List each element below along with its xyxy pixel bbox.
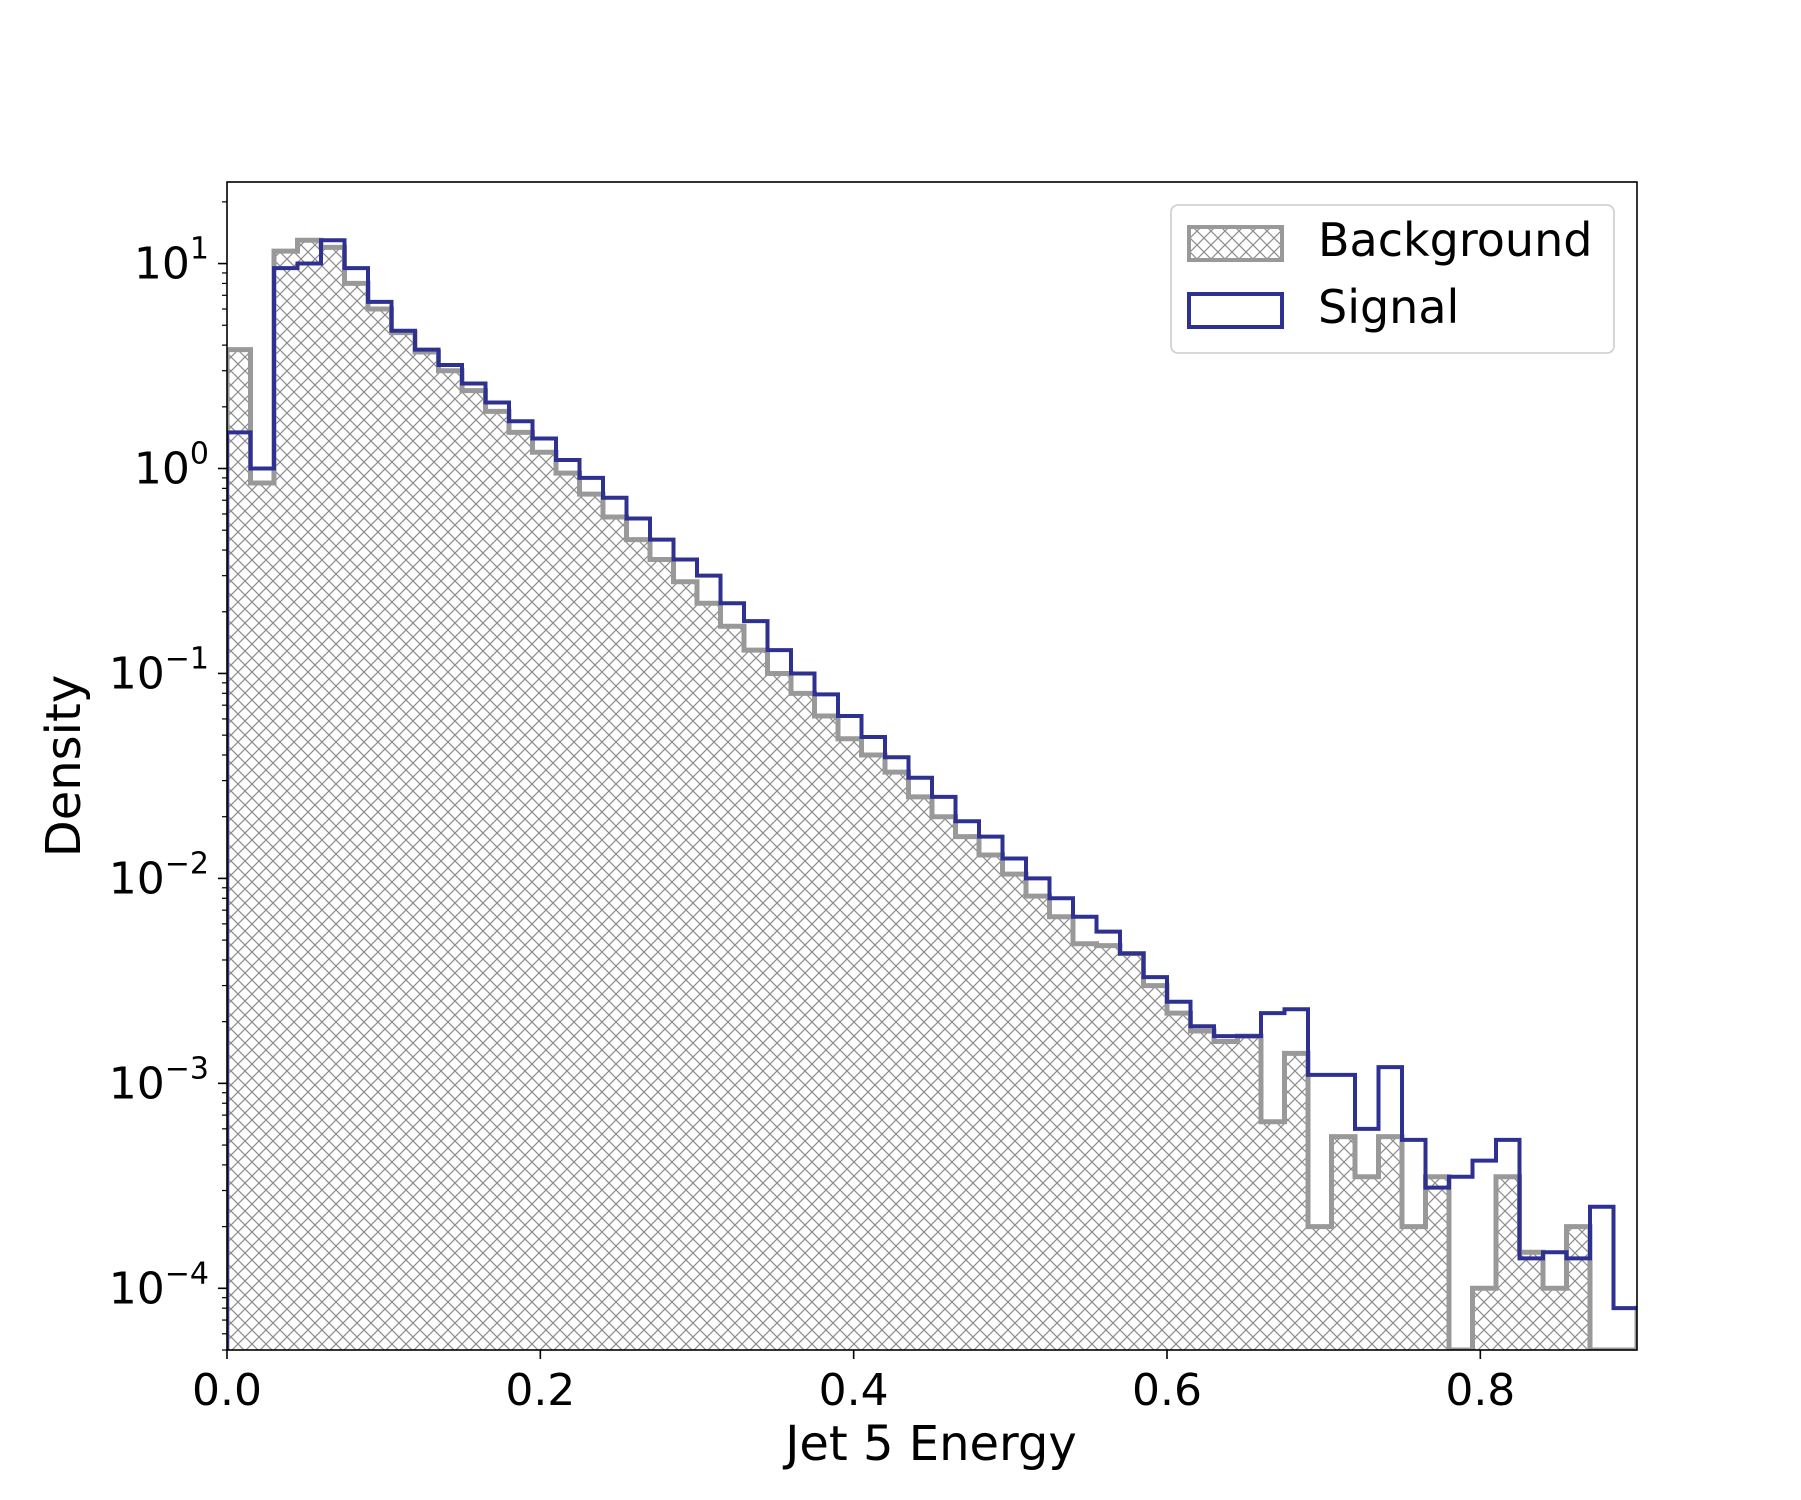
- axis-ticks: 0.0 0.2 0.4 0.6 0.8 10−4 10−3 10−2 10−1 100 101: [109, 201, 1515, 1416]
- legend-swatch-signal: [1187, 292, 1284, 329]
- background-bar: [626, 539, 650, 1350]
- background-outline: [227, 237, 1637, 1350]
- background-bar: [932, 816, 956, 1350]
- background-bar: [650, 559, 674, 1350]
- background-bar: [250, 482, 274, 1350]
- background-bar: [1167, 1013, 1191, 1350]
- background-bar: [1120, 953, 1144, 1350]
- background-bar: [767, 673, 791, 1350]
- legend-label-background: Background: [1318, 213, 1592, 267]
- x-tick-label: 0.0: [192, 1365, 262, 1416]
- background-bar: [1049, 916, 1073, 1350]
- y-tick-label: 10−1: [109, 641, 209, 699]
- signal-series: [227, 238, 1637, 1350]
- background-bar: [1543, 1288, 1567, 1350]
- background-bar: [1284, 1053, 1308, 1350]
- background-bar: [1684, 1308, 1708, 1350]
- background-bar: [509, 432, 533, 1350]
- y-tick-label: 100: [134, 437, 209, 495]
- background-bar: [1378, 1136, 1402, 1350]
- background-bar: [391, 332, 415, 1350]
- background-bar: [415, 352, 439, 1350]
- background-bar: [1143, 985, 1167, 1350]
- y-tick-label: 101: [134, 232, 209, 290]
- background-bar: [344, 283, 368, 1350]
- background-bar: [297, 240, 321, 1350]
- y-axis-label: Density: [36, 675, 92, 857]
- background-bar: [1331, 1136, 1355, 1350]
- background-bar: [1519, 1252, 1543, 1350]
- x-tick-label: 0.4: [819, 1365, 889, 1416]
- signal-outline: [227, 238, 1637, 1350]
- background-bar: [1237, 1036, 1261, 1350]
- x-tick-label: 0.8: [1445, 1365, 1515, 1416]
- background-bar: [321, 247, 345, 1350]
- background-bar: [1425, 1176, 1449, 1350]
- background-bar: [697, 603, 721, 1350]
- background-bar: [1472, 1288, 1496, 1350]
- background-bar: [791, 693, 815, 1350]
- background-bar: [1402, 1226, 1426, 1350]
- background-bar: [955, 836, 979, 1350]
- background-series: [227, 237, 1779, 1350]
- background-bar: [1308, 1226, 1332, 1350]
- background-bar: [1496, 1176, 1520, 1350]
- y-tick-label: 10−3: [109, 1051, 209, 1109]
- background-bar: [1190, 1031, 1214, 1350]
- background-bar: [720, 626, 744, 1350]
- background-bar: [885, 772, 909, 1350]
- y-tick-label: 10−4: [109, 1256, 209, 1314]
- y-tick-label: 10−2: [109, 846, 209, 904]
- background-bar: [368, 309, 392, 1350]
- background-bar: [861, 755, 885, 1350]
- background-bar: [438, 370, 462, 1350]
- background-bar: [1261, 1121, 1285, 1350]
- x-tick-label: 0.6: [1132, 1365, 1202, 1416]
- background-bar: [1355, 1176, 1379, 1350]
- background-bar: [227, 349, 251, 1350]
- x-tick-label: 0.2: [505, 1365, 575, 1416]
- background-bar: [1073, 943, 1097, 1350]
- background-bar: [908, 796, 932, 1350]
- background-bar: [1002, 874, 1026, 1350]
- legend: Background Signal: [1170, 204, 1615, 354]
- background-bar: [462, 390, 486, 1350]
- background-bar: [673, 581, 697, 1350]
- background-bar: [1731, 1308, 1755, 1350]
- x-axis-label: Jet 5 Energy: [782, 1416, 1077, 1472]
- background-bar: [1026, 896, 1050, 1350]
- background-bar: [1566, 1226, 1590, 1350]
- plot-frame: [226, 181, 1638, 1351]
- background-bar: [1214, 1041, 1238, 1350]
- background-bar: [485, 411, 509, 1350]
- background-bar: [579, 494, 603, 1350]
- background-bar: [838, 738, 862, 1350]
- background-bar: [603, 516, 627, 1350]
- legend-swatch-background: [1187, 225, 1284, 262]
- background-bar: [1096, 945, 1120, 1350]
- background-bar: [1661, 1227, 1685, 1350]
- background-bar: [556, 473, 580, 1350]
- background-bar: [814, 716, 838, 1350]
- background-bar: [532, 452, 556, 1350]
- background-bar: [1755, 1308, 1779, 1350]
- background-bar: [1637, 1308, 1661, 1350]
- background-bar: [274, 251, 298, 1350]
- legend-label-signal: Signal: [1318, 280, 1459, 334]
- series-layer: [227, 237, 1779, 1350]
- background-bar: [744, 650, 768, 1350]
- background-bar: [979, 855, 1003, 1350]
